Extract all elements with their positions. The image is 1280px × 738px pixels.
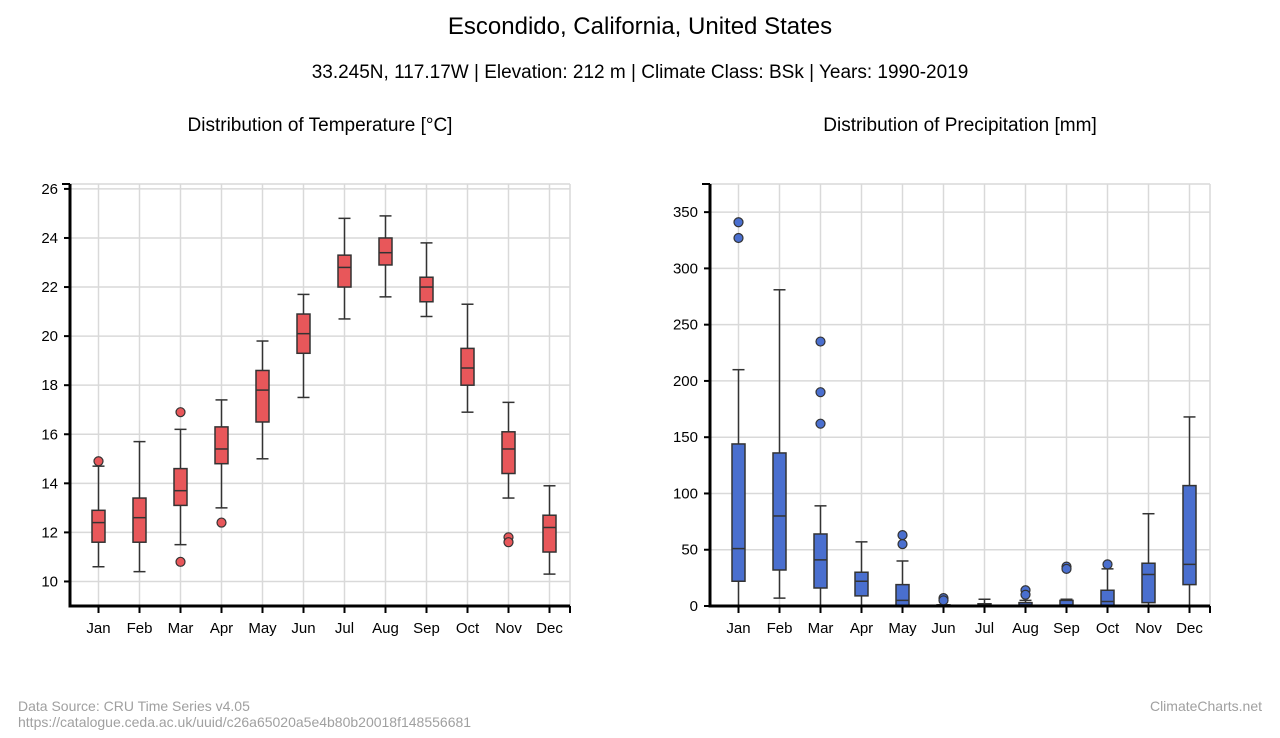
temp-xtick-label: Apr — [210, 620, 233, 637]
chart-subtitle: 33.245N, 117.17W | Elevation: 212 m | Cl… — [312, 62, 969, 83]
precip-outlier — [897, 539, 908, 550]
temperature-panel-title: Distribution of Temperature [°C] — [188, 115, 453, 136]
temp-xtick-label: Sep — [413, 620, 440, 637]
precip-outlier — [938, 595, 949, 606]
precip-ytick-label: 50 — [681, 542, 698, 559]
precip-outlier — [1020, 589, 1031, 600]
temp-box — [542, 514, 557, 553]
brand-credit[interactable]: ClimateCharts.net — [1149, 698, 1262, 714]
temp-outlier — [216, 517, 227, 528]
temp-outlier — [93, 456, 104, 467]
precip-ytick-label: 200 — [673, 373, 698, 390]
precip-box — [895, 583, 910, 607]
precip-outlier — [1102, 559, 1113, 570]
temperature-boxplot: 10 12 14 16 18 20 22 24 26 Jan Feb Mar Apr May Jun Jul A… — [41, 181, 571, 637]
precip-outlier — [733, 217, 744, 228]
temp-ytick-label: 14 — [41, 475, 58, 492]
temp-xtick-label: Jan — [86, 620, 110, 637]
precip-xtick-label: Jul — [975, 620, 994, 637]
data-source: Data Source: CRU Time Series v4.05 https… — [18, 698, 471, 730]
temp-box — [501, 431, 516, 475]
precip-xtick-label: Sep — [1053, 620, 1080, 637]
precip-ytick-label: 150 — [673, 429, 698, 446]
precip-xtick-label: Jan — [726, 620, 750, 637]
temp-box — [378, 237, 393, 266]
precip-xtick-label: Dec — [1176, 620, 1203, 637]
precip-xtick-label: Jun — [931, 620, 955, 637]
temp-box — [460, 347, 475, 386]
temp-outlier — [175, 407, 186, 418]
precip-xtick-label: Mar — [808, 620, 834, 637]
temp-ytick-label: 10 — [41, 573, 58, 590]
precip-outlier — [815, 418, 826, 429]
precip-outlier — [815, 336, 826, 347]
precip-outlier — [733, 232, 744, 244]
temp-xtick-label: Feb — [127, 620, 153, 637]
precip-box — [731, 443, 746, 582]
precip-xtick-label: Oct — [1096, 620, 1120, 637]
temp-ytick-label: 22 — [41, 279, 58, 296]
temp-ytick-label: 16 — [41, 426, 58, 443]
precip-outlier — [1061, 563, 1072, 574]
precip-outlier — [897, 530, 908, 541]
precip-xtick-label: Nov — [1135, 620, 1162, 637]
temp-ytick-label: 20 — [41, 328, 58, 345]
precip-ytick-label: 0 — [690, 598, 698, 615]
temp-ytick-label: 12 — [41, 524, 58, 541]
precip-box — [1100, 589, 1115, 607]
precip-xtick-label: Apr — [850, 620, 873, 637]
temp-ytick-label: 18 — [41, 377, 58, 394]
temp-xtick-label: Mar — [168, 620, 194, 637]
temp-box — [132, 497, 147, 543]
temp-xtick-label: Jul — [335, 620, 354, 637]
precipitation-boxplot: 0 50 100 150 200 250 300 350 Jan Feb Mar Apr May Jun J… — [673, 183, 1211, 637]
temp-box — [255, 369, 270, 423]
precip-ytick-label: 300 — [673, 260, 698, 277]
precip-ytick-label: 250 — [673, 317, 698, 334]
data-source-name: Data Source: CRU Time Series v4.05 — [18, 698, 250, 714]
temp-box — [419, 276, 434, 303]
precip-box — [1182, 484, 1197, 586]
precipitation-panel-title: Distribution of Precipitation [mm] — [823, 115, 1097, 136]
precip-xtick-label: Feb — [767, 620, 793, 637]
temp-xtick-label: Oct — [456, 620, 480, 637]
precip-xtick-label: May — [888, 620, 917, 637]
temp-xtick-label: Aug — [372, 620, 399, 637]
precip-box — [854, 571, 869, 597]
temp-xtick-label: Jun — [291, 620, 315, 637]
temp-ytick-label: 24 — [41, 230, 58, 247]
temp-xtick-label: Dec — [536, 620, 563, 637]
temp-box — [173, 467, 188, 507]
precip-box — [772, 452, 787, 571]
temp-ytick-label: 26 — [41, 181, 58, 198]
temp-box — [214, 426, 229, 465]
precip-xtick-label: Aug — [1012, 620, 1039, 637]
temp-outlier — [503, 537, 514, 548]
chart-title: Escondido, California, United States — [448, 13, 832, 40]
temp-box — [337, 254, 352, 288]
temp-xtick-label: May — [248, 620, 277, 637]
temp-outlier — [175, 556, 186, 567]
precip-ytick-label: 350 — [673, 204, 698, 221]
temp-box — [91, 509, 106, 543]
data-source-url[interactable]: https://catalogue.ceda.ac.uk/uuid/c26a65… — [18, 714, 472, 730]
precip-ytick-label: 100 — [673, 485, 698, 502]
precip-box — [1141, 562, 1156, 604]
temp-xtick-label: Nov — [495, 620, 522, 637]
precip-outlier — [815, 387, 826, 398]
precip-box — [813, 533, 828, 589]
